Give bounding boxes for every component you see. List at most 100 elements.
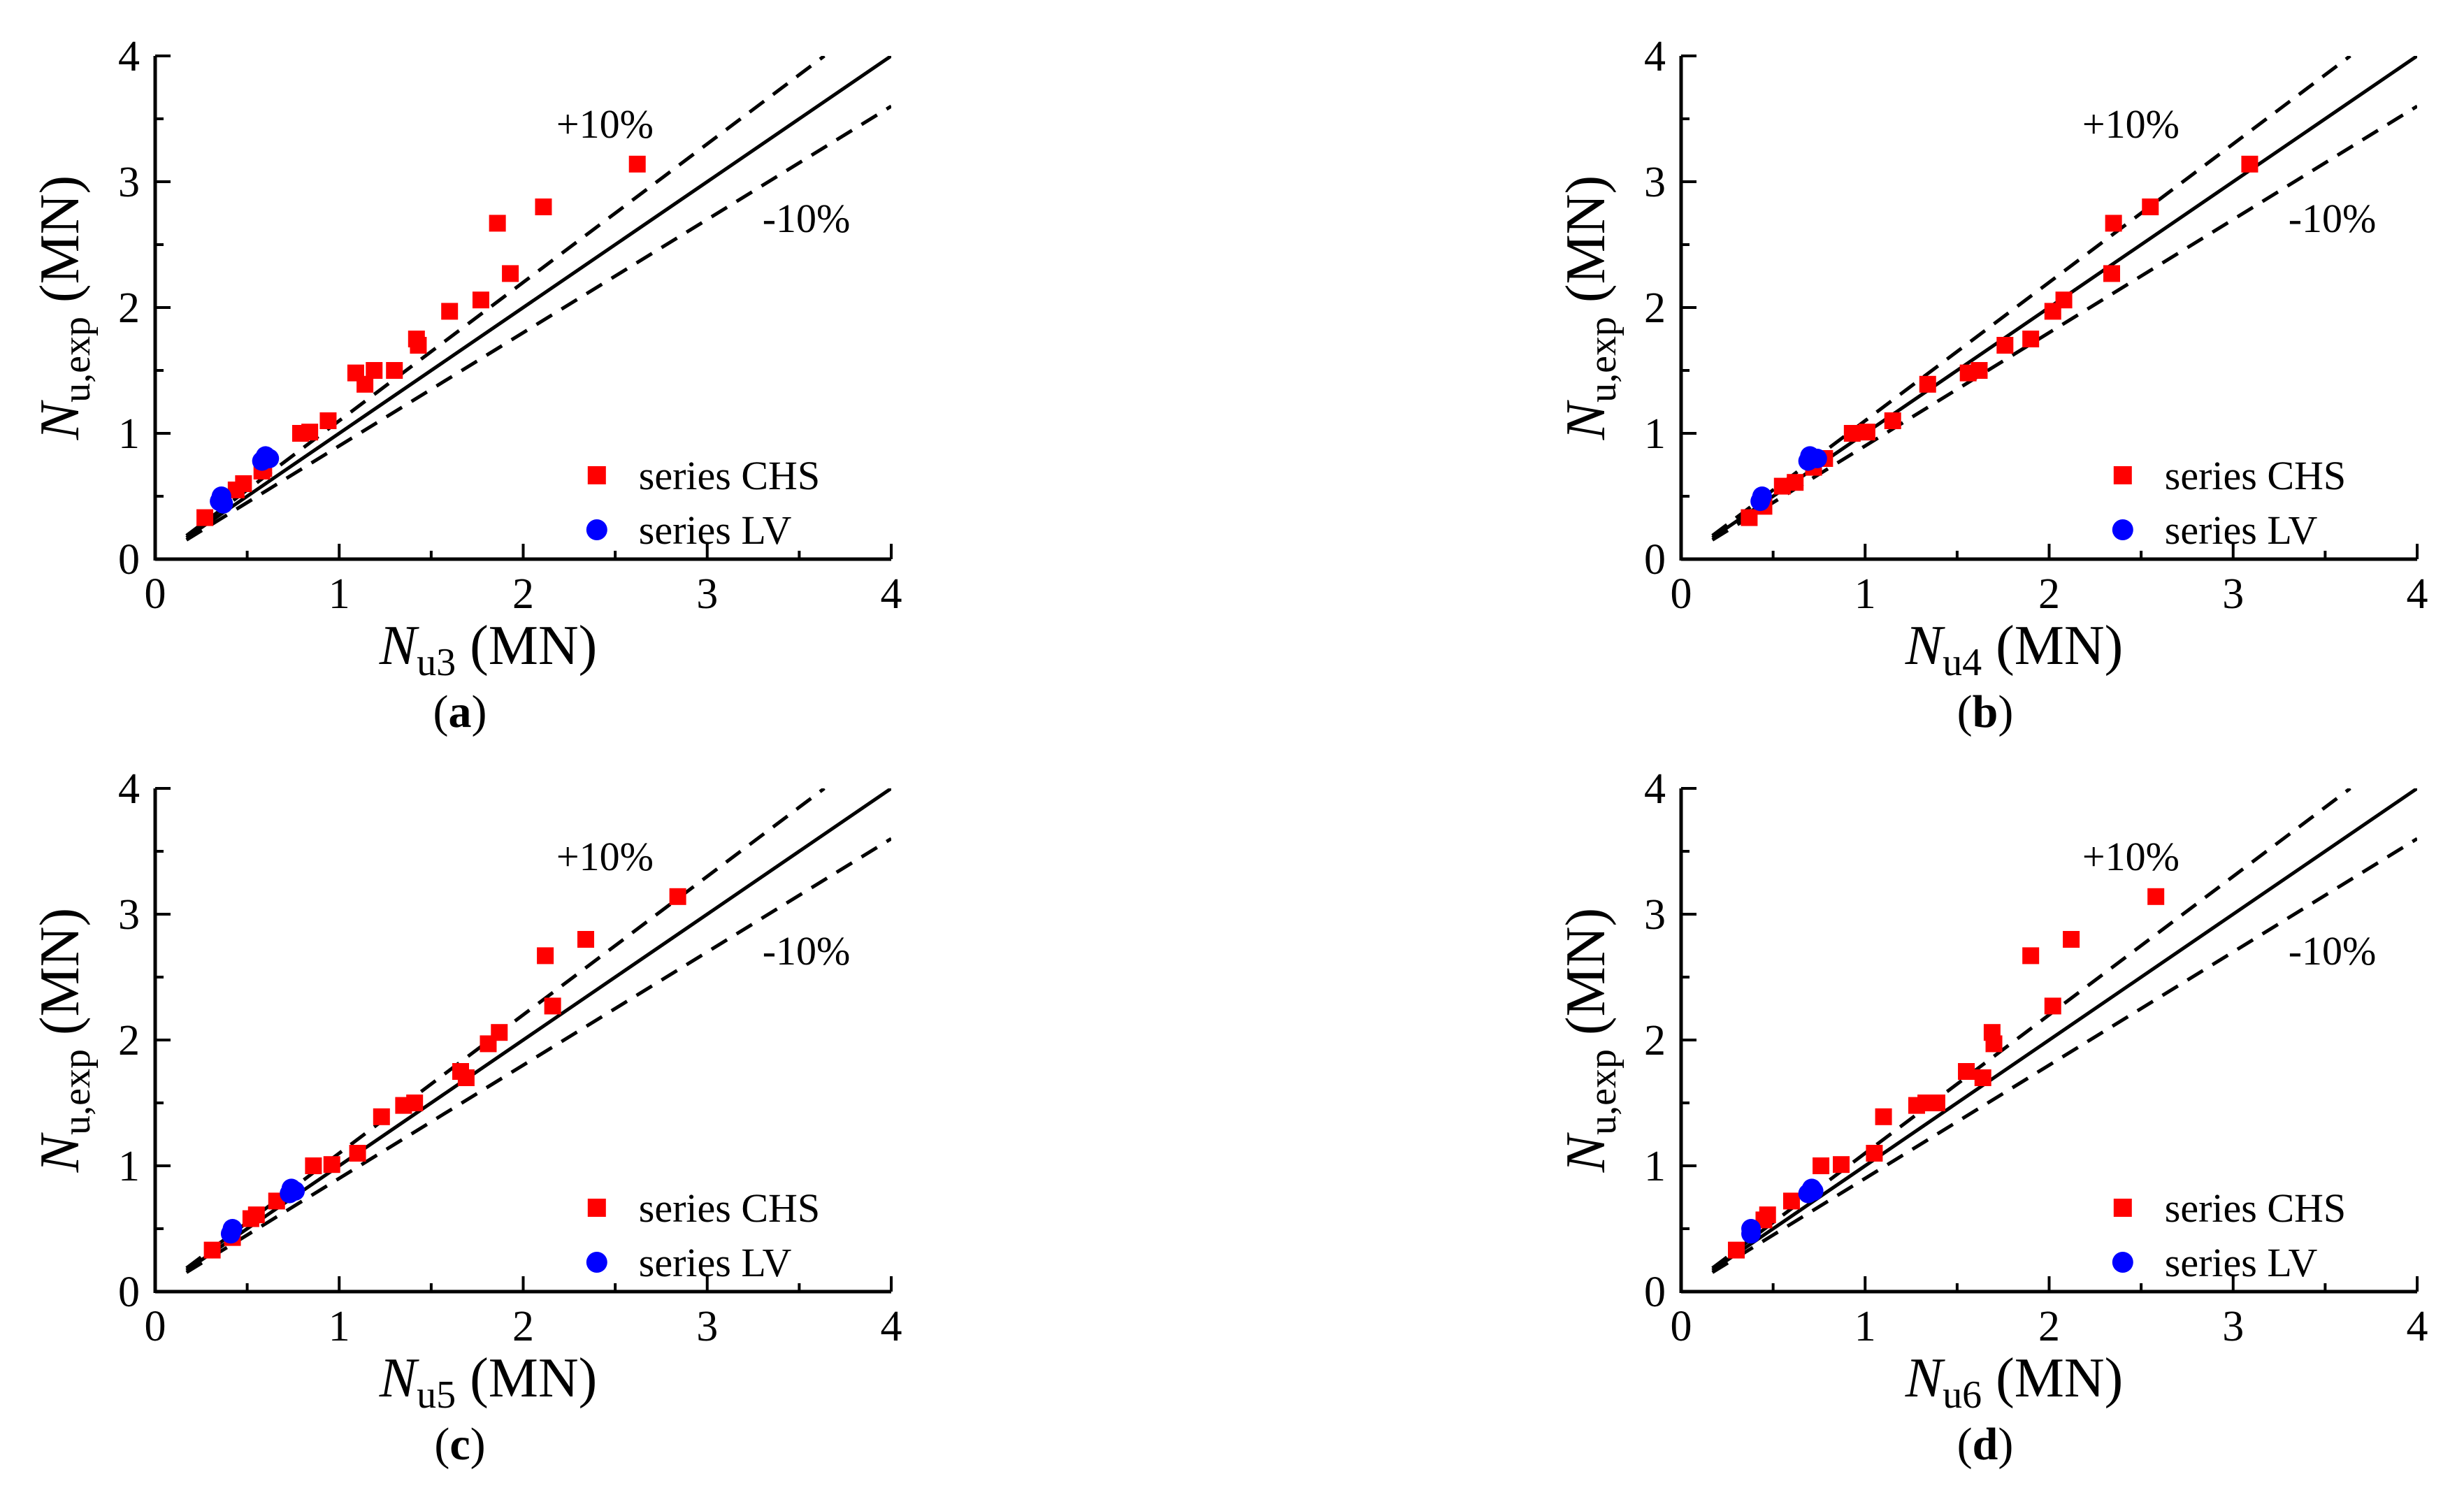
- panel-d-x-axis-subscript: u6: [1943, 1373, 1982, 1417]
- panel-d-y-tick-label: 4: [1644, 765, 1666, 813]
- panel-d-legend-chs-marker: [2113, 1199, 2132, 1217]
- panel-b-y-tick-label: 0: [1644, 536, 1666, 584]
- panel-d-x-tick-label: 3: [2222, 1303, 2244, 1350]
- panel-d-legend-lv-marker: [2112, 1252, 2133, 1273]
- panel-b-chs-point: [2103, 265, 2121, 282]
- panel-a-chs-point: [472, 291, 489, 309]
- panel-b-chs-point: [1884, 412, 1901, 429]
- panel-c-chs-point: [247, 1206, 265, 1224]
- panel-c-x-tick-label: 3: [696, 1303, 718, 1350]
- panel-d-x-tick-label: 2: [2038, 1303, 2060, 1350]
- panel-b-x-tick-label: 4: [2407, 570, 2428, 618]
- panel-b-lv-point: [1807, 449, 1827, 468]
- panel-c-y-axis-title: Nu,exp (MN): [29, 908, 99, 1173]
- panel-c-x-tick-label: 2: [512, 1303, 534, 1350]
- panel-b-caption-letter: b: [1973, 686, 1998, 737]
- panel-d-chs-point: [2044, 997, 2061, 1015]
- panel-b-legend-chs-marker: [2113, 466, 2132, 484]
- panel-b-plus10-label: +10%: [2082, 101, 2180, 147]
- panel-b-x-axis-unit: (MN): [1982, 615, 2123, 677]
- panel-c-caption-close: ): [470, 1419, 486, 1470]
- panel-a-caption-open: (: [433, 686, 449, 737]
- panel-c-x-axis-subscript: u5: [417, 1373, 456, 1417]
- panel-b-x-tick-label: 2: [2038, 570, 2060, 618]
- panel-c-minus10-line: [185, 837, 891, 1274]
- panel-a-caption-letter: a: [449, 686, 472, 737]
- panel-a-x-tick-label: 0: [145, 570, 166, 618]
- panel-a-minus10-line: [185, 104, 891, 542]
- panel-c-chs-point: [349, 1145, 366, 1162]
- panel-a-y-tick-label: 2: [118, 284, 140, 332]
- panel-d-x-axis-symbol: N: [1905, 1348, 1946, 1409]
- panel-c-chs-point: [491, 1024, 508, 1041]
- panel-a-chs-point: [386, 362, 403, 379]
- panel-b-chs-point: [2055, 291, 2073, 309]
- panel-a-chs-point: [628, 155, 646, 173]
- panel-b-x-tick-label: 0: [1671, 570, 1692, 618]
- panel-a-y-tick-label: 0: [118, 536, 140, 584]
- panel-b-legend: series CHS series LV: [2112, 453, 2346, 553]
- panel-d-legend: series CHS series LV: [2112, 1185, 2346, 1285]
- panel-a-lv-point: [213, 493, 233, 514]
- panel-d-y-axis-symbol: N: [1555, 1132, 1617, 1173]
- panel-a-chs-point: [441, 303, 459, 320]
- panel-d-x-tick-label: 0: [1671, 1303, 1692, 1350]
- panel-c-chs-point: [537, 947, 554, 965]
- panel-c-series-chs: [203, 888, 686, 1259]
- panel-c-plus10-label: +10%: [556, 834, 654, 879]
- panel-b-y-axis-title: Nu,exp (MN): [1555, 175, 1624, 440]
- panel-b-legend-lv-label: series LV: [2165, 507, 2318, 553]
- panel-a-series-lv: [210, 446, 280, 514]
- panel-d-y-tick-label: 1: [1644, 1143, 1666, 1190]
- panel-c-y-axis-subscript: u,exp: [55, 1049, 99, 1135]
- panel-a-x-axis-symbol: N: [379, 615, 420, 677]
- panel-a-series-chs: [196, 155, 646, 526]
- panel-b-caption: (b): [1957, 686, 2014, 737]
- panel-a-chs-point: [366, 362, 383, 379]
- panel-d-chs-point: [1813, 1157, 1830, 1174]
- panel-c-legend: series CHS series LV: [586, 1185, 820, 1285]
- panel-c-lv-point: [222, 1219, 243, 1238]
- panel-c-chs-point: [544, 997, 561, 1015]
- panel-c-legend-chs-label: series CHS: [639, 1185, 820, 1231]
- panel-d-chs-point: [1759, 1206, 1776, 1224]
- panel-c-chs-point: [406, 1095, 424, 1111]
- panel-c-legend-lv-label: series LV: [639, 1240, 792, 1285]
- panel-c-chs-point: [373, 1108, 390, 1125]
- panel-c-chs-point: [577, 931, 595, 948]
- panel-b-chs-point: [1971, 362, 1988, 379]
- panel-c-legend-chs-marker: [587, 1199, 606, 1217]
- panel-a-x-tick-label: 4: [881, 570, 902, 618]
- panel-d-chs-point: [1875, 1108, 1892, 1125]
- panel-a-legend: series CHS series LV: [586, 453, 820, 553]
- panel-a-y-tick-label: 4: [118, 33, 140, 80]
- panel-b-chs-point: [1843, 425, 1861, 442]
- panel-b-chs-point: [2241, 155, 2258, 173]
- panel-b-chs-point: [1741, 509, 1758, 526]
- panel-c-legend-lv-marker: [586, 1252, 607, 1273]
- panel-a-chs-point: [410, 337, 427, 354]
- panel-d-x-axis-unit: (MN): [1982, 1348, 2123, 1409]
- panel-d-minus10-label: -10%: [2289, 928, 2377, 974]
- panel-c-chs-point: [323, 1156, 340, 1173]
- panel-b-caption-close: ): [1998, 686, 2013, 737]
- panel-c-x-tick-label: 1: [329, 1303, 350, 1350]
- panel-b-legend-chs-label: series CHS: [2165, 453, 2346, 498]
- panel-c-lv-point: [285, 1181, 305, 1201]
- panel-a-x-tick-label: 2: [512, 570, 534, 618]
- panel-c-caption-letter: c: [449, 1419, 470, 1470]
- panel-d-minus10-line: [1711, 837, 2417, 1274]
- panel-b-y-tick-label: 2: [1644, 284, 1666, 332]
- panel-c-y-tick-label: 0: [118, 1269, 140, 1316]
- panel-a-plus10-label: +10%: [556, 101, 654, 147]
- panel-d-chs-point: [2063, 931, 2080, 948]
- panel-d-caption-close: ): [1998, 1419, 2013, 1470]
- panel-d-chs-point: [1974, 1069, 1991, 1086]
- panel-d-caption-letter: d: [1973, 1419, 1998, 1470]
- panel-a-chs-point: [356, 375, 374, 393]
- panel-d-chs-point: [2147, 888, 2165, 905]
- panel-a-chs-point: [535, 198, 552, 215]
